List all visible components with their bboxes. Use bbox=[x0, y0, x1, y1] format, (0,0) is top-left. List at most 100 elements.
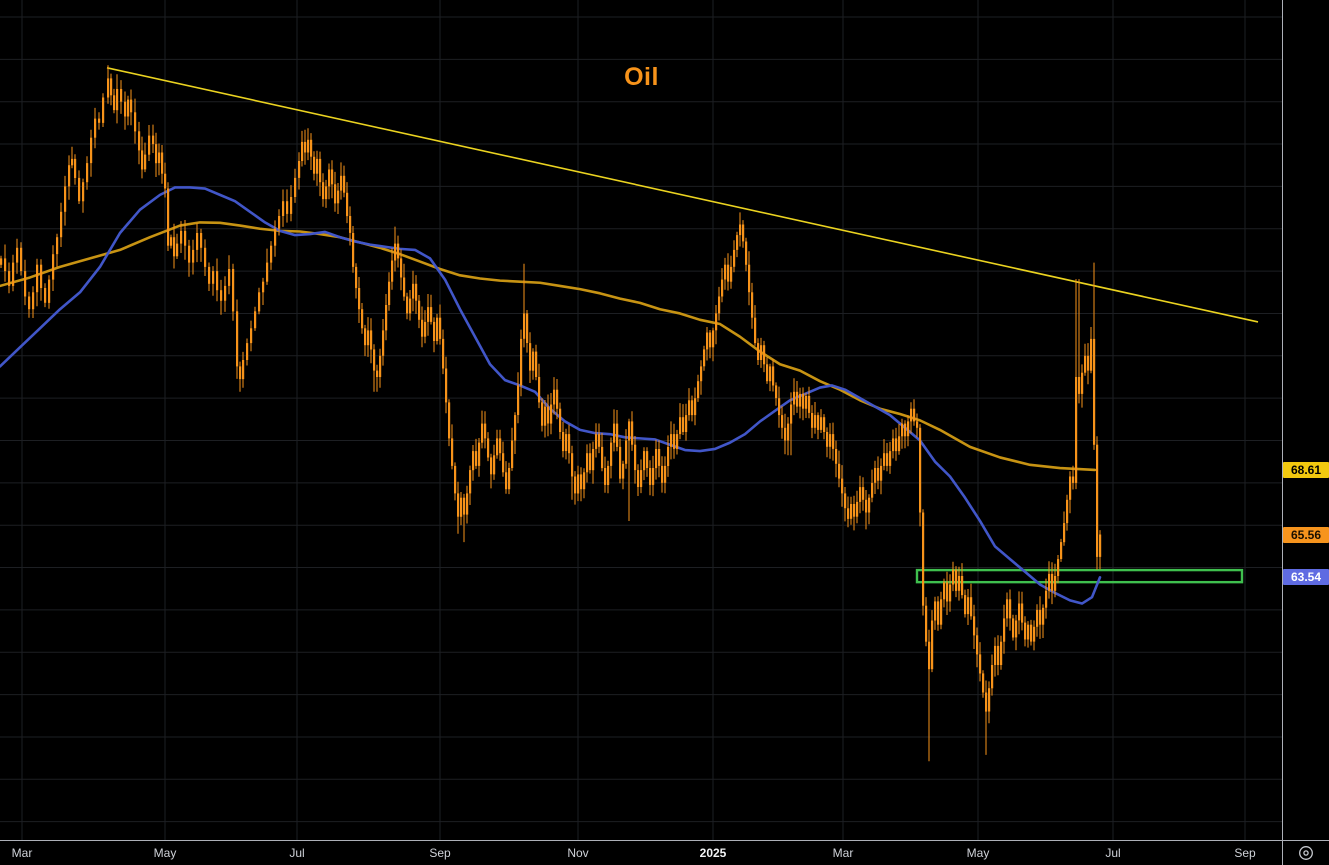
candle-body bbox=[313, 156, 316, 174]
candle-body bbox=[925, 605, 928, 642]
candle-body bbox=[478, 442, 481, 466]
candle-body bbox=[274, 228, 277, 246]
candle-body bbox=[180, 230, 183, 244]
candle-body bbox=[862, 487, 865, 500]
candle-body bbox=[988, 688, 991, 712]
candle-body bbox=[613, 423, 616, 443]
candle-body bbox=[144, 154, 147, 170]
candle-body bbox=[412, 283, 415, 299]
candle-body bbox=[655, 449, 658, 469]
candle-body bbox=[745, 241, 748, 265]
candle-body bbox=[724, 264, 727, 280]
candle-body bbox=[622, 463, 625, 479]
candle-body bbox=[1060, 542, 1063, 559]
candle-body bbox=[532, 351, 535, 371]
candle-body bbox=[844, 493, 847, 509]
candle-body bbox=[499, 438, 502, 454]
candle-body bbox=[298, 161, 301, 178]
candle-body bbox=[910, 408, 913, 422]
candle-body bbox=[433, 321, 436, 341]
candle-body bbox=[278, 216, 281, 229]
candle-body bbox=[619, 446, 622, 479]
candle-body bbox=[472, 451, 475, 471]
candle-body bbox=[388, 281, 391, 305]
candle-body bbox=[694, 398, 697, 416]
price-axis[interactable]: 90.0088.0086.0084.0082.0080.0078.0076.00… bbox=[1283, 0, 1329, 840]
candlestick-plot-area[interactable] bbox=[0, 0, 1283, 841]
candle-body bbox=[991, 665, 994, 689]
candle-body bbox=[1030, 624, 1033, 642]
candle-body bbox=[310, 139, 313, 157]
candle-body bbox=[120, 89, 123, 102]
candle-body bbox=[814, 415, 817, 428]
candle-body bbox=[679, 417, 682, 435]
candle-body bbox=[208, 266, 211, 284]
candle-body bbox=[173, 237, 176, 257]
candle-body bbox=[919, 427, 922, 513]
candle-body bbox=[811, 413, 814, 428]
candle-body bbox=[242, 360, 245, 380]
candle-body bbox=[451, 438, 454, 466]
time-axis-label: Mar bbox=[11, 846, 33, 860]
candle-body bbox=[559, 408, 562, 432]
candle-body bbox=[0, 258, 3, 265]
candle-body bbox=[28, 296, 31, 310]
candle-body bbox=[107, 78, 110, 98]
candle-body bbox=[1042, 607, 1045, 625]
candle-body bbox=[970, 597, 973, 617]
candle-body bbox=[82, 182, 85, 202]
candle-body bbox=[736, 235, 739, 250]
candle-body bbox=[982, 673, 985, 693]
candle-body bbox=[562, 432, 565, 452]
candle-body bbox=[60, 211, 63, 238]
candle-body bbox=[282, 201, 285, 216]
candle-body bbox=[469, 470, 472, 494]
candle-body bbox=[934, 601, 937, 621]
candle-body bbox=[1027, 624, 1030, 640]
time-axis-label: May bbox=[153, 846, 177, 860]
candle-body bbox=[799, 393, 802, 407]
candle-body bbox=[508, 468, 511, 490]
descending-trendline bbox=[106, 67, 1259, 323]
candle-body bbox=[442, 338, 445, 369]
candle-body bbox=[781, 415, 784, 428]
last-price-badge: 65.56 bbox=[1283, 526, 1329, 543]
candle-body bbox=[571, 453, 574, 477]
candle-body bbox=[74, 158, 77, 178]
candle-body bbox=[628, 421, 631, 441]
candle-body bbox=[331, 169, 334, 185]
candle-body bbox=[685, 415, 688, 432]
candle-body bbox=[212, 271, 215, 284]
time-axis-label: Sep bbox=[429, 846, 451, 860]
candle-body bbox=[52, 254, 55, 280]
candle-body bbox=[940, 599, 943, 625]
candle-body bbox=[586, 453, 589, 473]
candle-body bbox=[904, 423, 907, 437]
candle-body bbox=[496, 438, 499, 456]
candle-body bbox=[817, 415, 820, 430]
time-axis[interactable]: Mar May Jul Sep Nov 2025 Mar May Jul Sep bbox=[0, 841, 1329, 865]
candle-body bbox=[682, 417, 685, 432]
candle-body bbox=[886, 453, 889, 466]
time-axis-label: Jul bbox=[1105, 846, 1121, 860]
candle-body bbox=[643, 451, 646, 471]
candle-body bbox=[250, 328, 253, 344]
candle-body bbox=[307, 139, 310, 153]
candle-body bbox=[1090, 338, 1093, 371]
candle-body bbox=[820, 417, 823, 430]
candle-body bbox=[373, 349, 376, 371]
candle-body bbox=[86, 163, 89, 183]
candle-body bbox=[760, 345, 763, 360]
candle-body bbox=[772, 366, 775, 386]
candle-body bbox=[430, 307, 433, 322]
candle-body bbox=[1018, 603, 1021, 621]
candle-body bbox=[892, 438, 895, 452]
candle-body bbox=[763, 345, 766, 365]
candle-body bbox=[370, 330, 373, 350]
candle-body bbox=[352, 233, 355, 267]
candle-body bbox=[463, 497, 466, 515]
candle-body bbox=[553, 389, 556, 405]
candle-body bbox=[568, 434, 571, 454]
circle-dot-settings-icon[interactable] bbox=[1296, 844, 1316, 862]
candle-body bbox=[577, 474, 580, 494]
